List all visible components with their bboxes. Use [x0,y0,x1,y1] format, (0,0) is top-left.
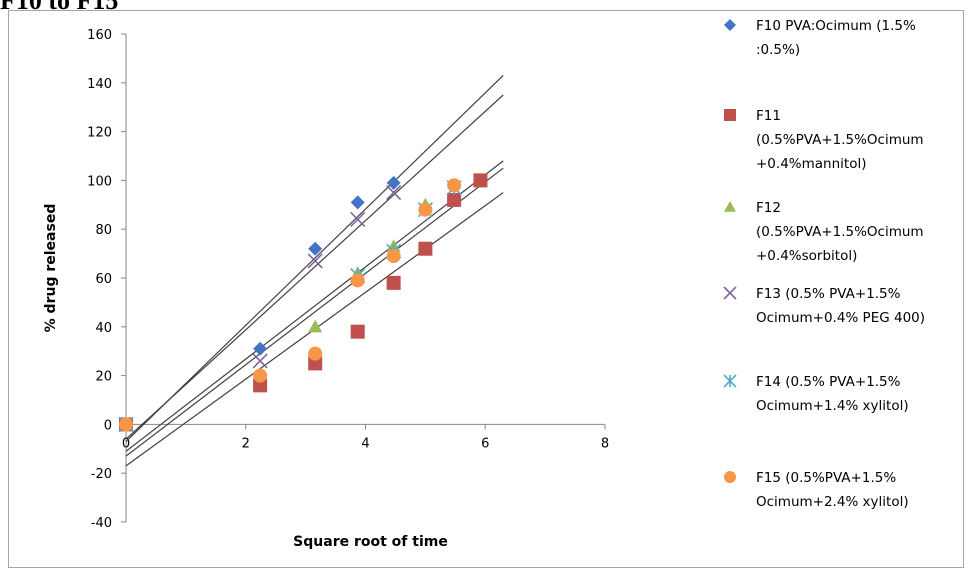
data-point-marker [724,19,736,31]
legend-marker-icon [724,109,736,121]
legend-marker-icon [724,201,736,212]
data-point [418,241,433,256]
data-point [253,368,268,383]
data-point [119,417,133,432]
data-point [252,353,268,369]
data-point [307,253,323,269]
legend-label: F12 (0.5%PVA+1.5%Ocimum +0.4%sorbitol) [756,200,924,264]
data-point [308,319,323,333]
y-tick-label: 120 [87,126,112,141]
series-5 [118,180,462,432]
x-tick-label: 0 [122,436,130,451]
data-point [418,202,433,217]
data-point-marker [723,374,737,388]
legend-label: F14 (0.5% PVA+1.5% Ocimum+1.4% xylitol) [756,374,909,414]
data-point [386,275,401,290]
legend-label: F15 (0.5%PVA+1.5% Ocimum+2.4% xylitol) [756,470,909,510]
legend-marker-icon [723,286,737,300]
data-point [447,178,462,193]
legend-label: F13 (0.5% PVA+1.5% Ocimum+0.4% PEG 400) [756,286,926,326]
data-point-marker [724,201,736,212]
data-point [386,185,402,201]
data-point [350,211,366,228]
page-heading: F10 to F15 [0,0,119,15]
x-axis-title: Square root of time [293,534,448,550]
data-point [473,173,488,188]
y-tick-label: 40 [95,321,112,336]
y-tick-label: 140 [87,77,112,92]
data-point [386,175,401,190]
y-tick-label: -20 [91,467,112,482]
chart-legend: F10 PVA:Ocimum (1.5% :0.5%) F11 (0.5%PVA+… [720,0,968,572]
trendline [125,94,504,440]
y-axis-title: % drug released [43,204,59,333]
data-point-marker [724,109,736,121]
data-point [350,324,365,339]
data-point [447,192,462,207]
data-point-marker [723,286,737,300]
trendline [125,167,504,457]
y-tick-label: 80 [95,223,112,238]
series-6 [119,178,462,432]
data-point [308,356,323,371]
x-tick-label: 6 [481,436,489,451]
series-3 [119,197,433,430]
legend-label: F10 PVA:Ocimum (1.5% :0.5%) [756,18,916,58]
x-tick-label: 8 [601,436,609,451]
legend-marker-icon [723,374,737,388]
data-point [386,249,401,264]
x-tick-label: 4 [361,436,369,451]
legend-marker-icon [724,471,736,483]
data-point [350,195,365,210]
y-tick-label: 60 [95,272,112,287]
x-tick-label: 2 [242,436,250,451]
data-point-marker [724,471,736,483]
trendline [125,160,504,452]
data-point [350,273,365,288]
y-tick-label: 20 [95,370,112,385]
y-tick-label: 100 [87,174,112,189]
series-4 [118,185,402,432]
legend-marker-icon [724,19,736,31]
data-point [308,241,323,256]
legend-label: F11 (0.5%PVA+1.5%Ocimum +0.4%mannitol) [756,108,924,172]
trendline [125,75,504,442]
y-tick-label: -40 [91,516,112,531]
series-1 [119,175,401,432]
data-point [253,378,268,393]
y-tick-label: 0 [104,418,112,433]
y-tick-label: 160 [87,28,112,43]
series-2 [119,173,488,432]
data-point [308,346,323,361]
data-point [253,341,268,356]
